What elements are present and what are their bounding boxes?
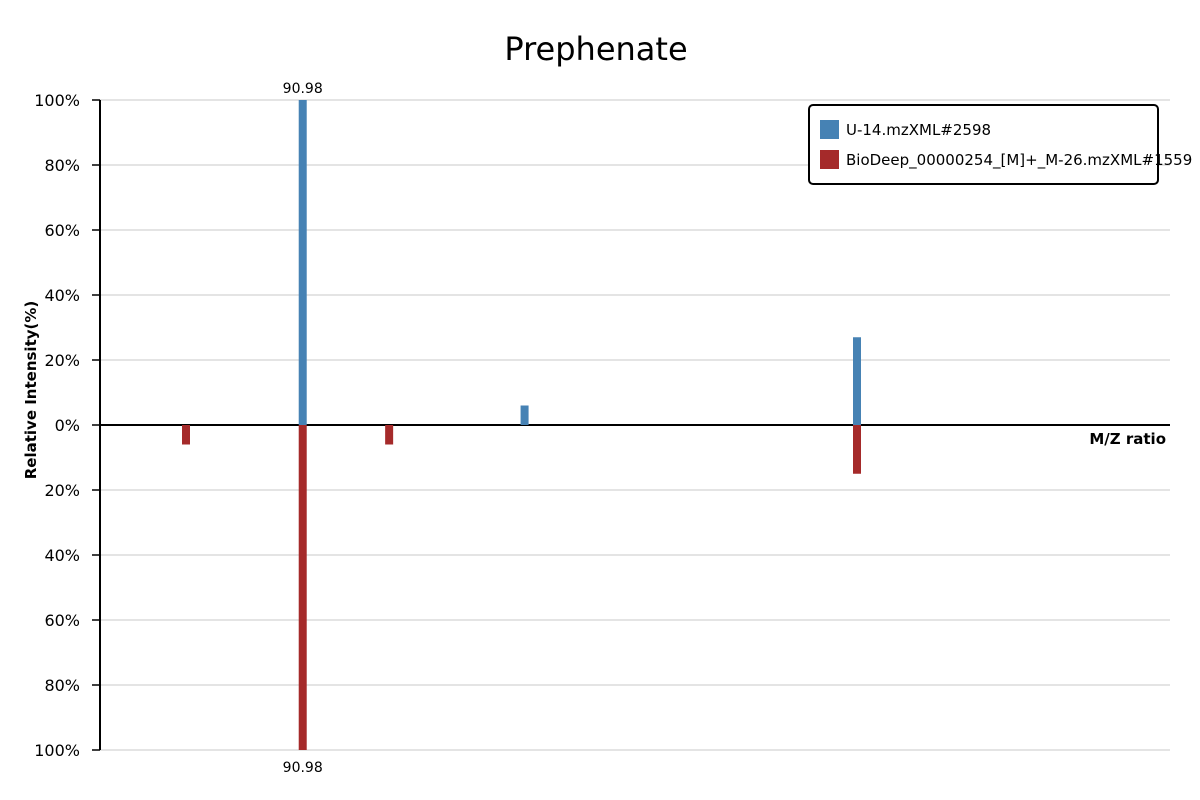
peak-bar [520, 405, 529, 425]
y-tick-label: 60% [44, 611, 80, 630]
y-tick-label: 60% [44, 221, 80, 240]
legend-label-series-1: U-14.mzXML#2598 [846, 121, 991, 139]
y-tick-label: 80% [44, 156, 80, 175]
y-tick-labels: 100% 80% 60% 40% 20% 0% 20% 40% 60% 80% 100% [34, 91, 80, 760]
legend-swatch-series-2 [820, 150, 839, 169]
peak-bar [853, 337, 861, 425]
y-tick-label: 100% [34, 741, 80, 760]
y-tick-label: 100% [34, 91, 80, 110]
peak-bar [385, 425, 394, 445]
grid-lines [92, 99, 1170, 751]
peak-bar [298, 100, 307, 425]
legend-swatch-series-1 [820, 120, 839, 139]
peak-bar [298, 425, 307, 750]
x-axis-title: M/Z ratio [1089, 430, 1166, 448]
legend-label-series-2: BioDeep_00000254_[M]+_M-26.mzXML#1559 [846, 151, 1192, 170]
legend: U-14.mzXML#2598 BioDeep_00000254_[M]+_M-… [808, 104, 1192, 185]
y-tick-label: 40% [44, 546, 80, 565]
y-axis-title: Relative Intensity(%) [22, 301, 40, 480]
y-tick-label: 20% [44, 481, 80, 500]
peak-labels: 90.98 90.98 [283, 81, 323, 776]
y-tick-label: 0% [55, 416, 80, 435]
peak-bar [182, 425, 190, 445]
y-tick-label: 40% [44, 286, 80, 305]
peak-bars [182, 100, 861, 750]
y-tick-label: 80% [44, 676, 80, 695]
peak-label: 90.98 [283, 760, 323, 776]
peak-bar [853, 425, 861, 474]
chart-title: Prephenate [504, 30, 687, 68]
peak-label: 90.98 [283, 81, 323, 97]
y-tick-label: 20% [44, 351, 80, 370]
legend-box [808, 104, 1159, 185]
